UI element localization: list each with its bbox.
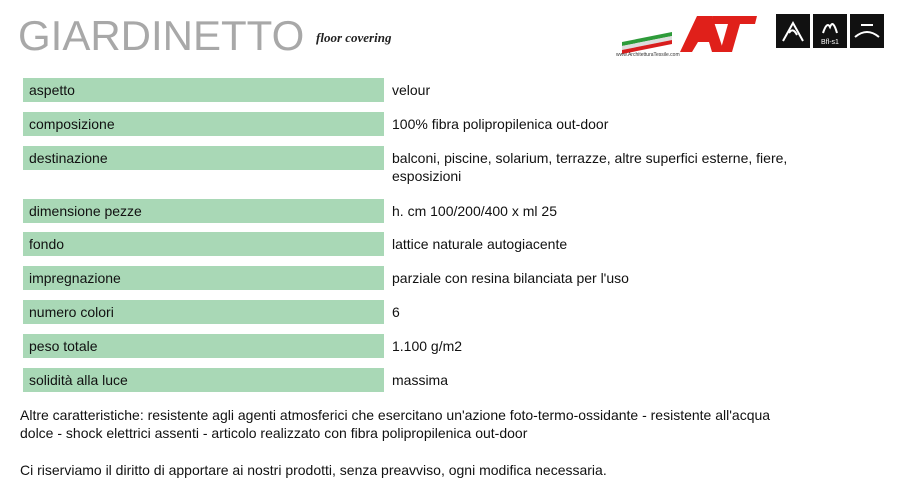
- property-value: 1.100 g/m2: [392, 338, 463, 354]
- property-value: velour: [392, 82, 431, 98]
- property-label: solidità alla luce: [23, 368, 384, 392]
- property-value: massima: [392, 372, 449, 388]
- property-value: balconi, piscine, solarium, terrazze, al…: [392, 150, 788, 184]
- property-value: parziale con resina bilanciata per l'uso: [392, 270, 629, 286]
- certification-icons: Bfl-s1: [776, 14, 884, 48]
- logo-url: www.ArchitetturaTessile.com: [616, 52, 680, 58]
- disclaimer: Ci riserviamo il diritto di apportare ai…: [20, 462, 607, 478]
- property-label: dimensione pezze: [23, 199, 384, 223]
- product-title: GIARDINETTO: [18, 12, 305, 59]
- product-subtitle: floor covering: [316, 30, 392, 45]
- property-label: destinazione: [23, 146, 384, 170]
- property-label: numero colori: [23, 300, 384, 324]
- property-label: composizione: [23, 112, 384, 136]
- property-label: peso totale: [23, 334, 384, 358]
- property-value: 6: [392, 304, 400, 320]
- property-value: h. cm 100/200/400 x ml 25: [392, 203, 557, 219]
- fire-class: Bfl-s1: [821, 39, 839, 46]
- characteristics-note: Altre caratteristiche: resistente agli a…: [20, 407, 771, 441]
- property-label: fondo: [23, 232, 384, 256]
- property-value: 100% fibra polipropilenica out-door: [392, 116, 609, 132]
- property-value: lattice naturale autogiacente: [392, 236, 568, 252]
- property-label: aspetto: [23, 78, 384, 102]
- logo: www.ArchitetturaTessile.com: [616, 16, 757, 58]
- property-label: impregnazione: [23, 266, 384, 290]
